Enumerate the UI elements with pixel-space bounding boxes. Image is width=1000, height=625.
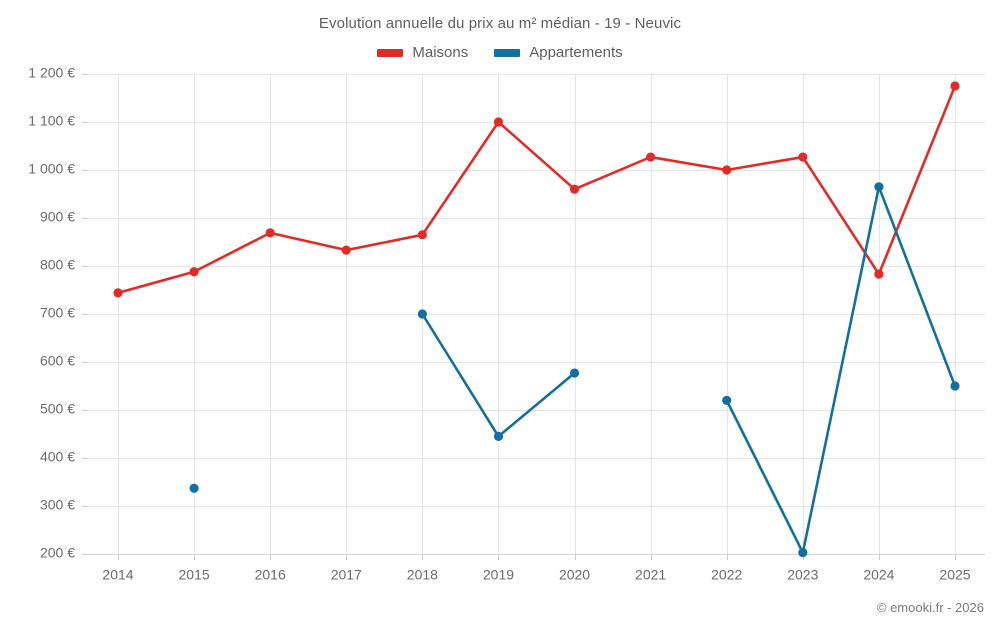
x-tick-label: 2023 (787, 566, 818, 582)
data-point-maisons-2024[interactable] (874, 269, 884, 279)
data-point-appartements-2023[interactable] (798, 547, 808, 558)
axes (82, 74, 985, 560)
data-point-maisons-2019[interactable] (493, 117, 504, 127)
data-point-maisons-2014[interactable] (113, 288, 123, 298)
data-point-maisons-2021[interactable] (646, 152, 656, 162)
series-line-appartements (725, 185, 957, 554)
chart-legend: Maisons Appartements (0, 44, 1000, 61)
data-point-maisons-2016[interactable] (265, 228, 275, 238)
x-tick-label: 2019 (483, 566, 514, 582)
x-tick-label: 2025 (939, 566, 970, 582)
data-point-maisons-2020[interactable] (569, 184, 580, 194)
legend-swatch-appartements (494, 48, 521, 57)
y-tick-label: 1 200 € (28, 65, 75, 81)
x-tick-label: 2024 (863, 566, 894, 582)
y-tick-label: 1 000 € (28, 161, 75, 177)
x-tick-label: 2022 (711, 566, 742, 582)
gridlines (88, 74, 985, 555)
y-tick-label: 300 € (40, 497, 75, 513)
data-point-maisons-2017[interactable] (341, 245, 351, 255)
y-tick-label: 800 € (40, 257, 75, 273)
legend-label-maisons: Maisons (412, 44, 469, 61)
y-tick-label: 200 € (40, 545, 75, 561)
data-point-maisons-2022[interactable] (722, 165, 732, 175)
y-tick-label: 1 100 € (28, 113, 75, 129)
y-tick-label: 500 € (40, 401, 75, 417)
y-tick-label: 700 € (40, 305, 75, 321)
x-tick-label: 2016 (255, 566, 286, 582)
y-tick-label: 600 € (40, 353, 75, 369)
legend-item-appartements[interactable]: Appartements (494, 44, 623, 61)
data-point-appartements-2020[interactable] (569, 368, 580, 378)
chart-title: Evolution annuelle du prix au m² médian … (318, 15, 682, 32)
data-point-maisons-2015[interactable] (189, 267, 199, 277)
data-point-appartements-2018[interactable] (417, 309, 427, 319)
data-point-appartements-2022[interactable] (722, 395, 732, 405)
data-point-appartements-2015[interactable] (189, 483, 199, 493)
data-point-appartements-2024[interactable] (874, 182, 884, 192)
series-line-maisons (116, 84, 957, 295)
y-tick-label: 400 € (40, 449, 75, 465)
x-tick-label: 2021 (635, 566, 666, 582)
legend-swatch-maisons (377, 48, 404, 57)
x-tick-label: 2018 (407, 566, 438, 582)
data-series (113, 81, 960, 558)
y-axis-tick-labels: 1 200 € 1 100 € 1 000 € 900 € 800 € 700 € 600 … (28, 65, 75, 561)
data-point-maisons-2023[interactable] (798, 152, 808, 162)
legend-item-maisons[interactable]: Maisons (377, 44, 468, 61)
x-tick-label: 2017 (331, 566, 362, 582)
x-tick-label: 2020 (559, 566, 590, 582)
data-point-appartements-2025[interactable] (950, 381, 960, 391)
x-tick-label: 2014 (102, 566, 133, 582)
data-point-maisons-2018[interactable] (417, 230, 427, 240)
legend-label-appartements: Appartements (529, 44, 623, 61)
data-point-maisons-2025[interactable] (950, 81, 960, 91)
y-tick-label: 900 € (40, 209, 75, 225)
data-point-appartements-2019[interactable] (493, 431, 504, 441)
x-axis-tick-labels: 2014 2015 2016 2017 2018 2019 2020 2021 2022 2023… (102, 566, 970, 582)
x-tick-label: 2015 (179, 566, 210, 582)
footer-credit: © emooki.fr - 2026 (876, 600, 984, 615)
